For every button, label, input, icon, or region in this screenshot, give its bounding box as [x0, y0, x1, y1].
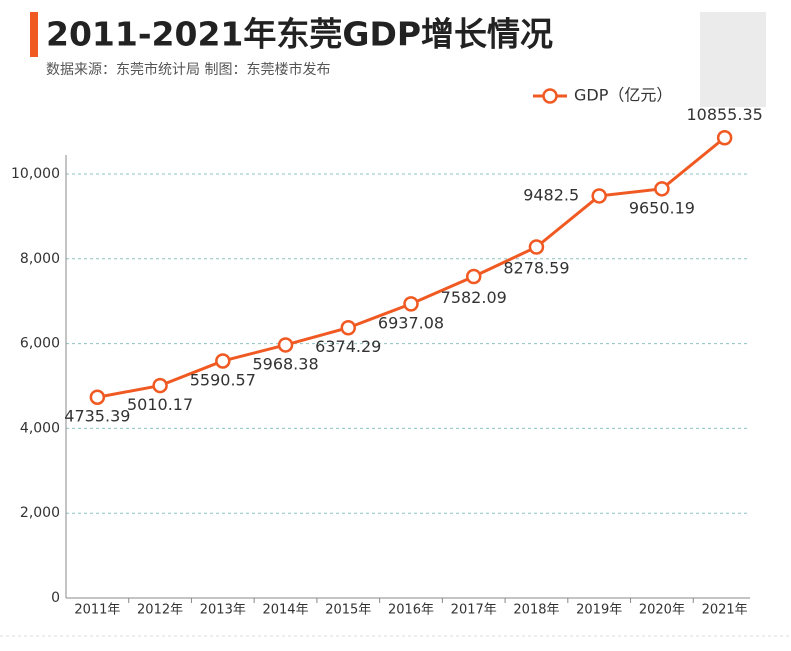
data-label: 9650.19	[629, 198, 695, 217]
data-point	[152, 377, 168, 394]
y-tick-label: 4,000	[20, 420, 60, 436]
data-label: 9482.5	[523, 185, 579, 204]
x-tick-label: 2012年	[137, 603, 183, 618]
data-point	[465, 268, 482, 285]
y-tick-label: 0	[51, 590, 60, 606]
data-point	[716, 129, 733, 146]
y-tick-label: 8,000	[20, 251, 60, 267]
data-point	[215, 353, 231, 369]
data-label: 6374.29	[315, 337, 381, 356]
legend: GDP（亿元）	[533, 86, 672, 105]
data-point	[277, 337, 294, 353]
data-label: 10855.35	[686, 105, 762, 124]
data-label: 8278.59	[503, 258, 569, 277]
x-tick-label: 2016年	[388, 603, 434, 618]
data-point	[403, 296, 419, 312]
data-point	[89, 389, 106, 405]
y-tick-label: 10,000	[11, 166, 60, 182]
chart-subtitle: 数据来源：东莞市统计局 制图：东莞楼市发布	[46, 61, 330, 78]
x-tick-label: 2021年	[702, 603, 748, 618]
data-label: 4735.39	[64, 407, 130, 426]
data-label: 5010.17	[127, 395, 193, 414]
legend-label: GDP（亿元）	[574, 86, 672, 105]
data-point	[340, 319, 357, 336]
data-label: 5590.57	[190, 370, 256, 389]
x-tick-label: 2017年	[451, 603, 497, 618]
x-tick-label: 2013年	[200, 603, 246, 618]
x-tick-label: 2020年	[639, 603, 685, 618]
blurred-logo	[700, 12, 766, 107]
chart-title: 2011-2021年东莞GDP增长情况	[46, 15, 553, 54]
x-tick-label: 2015年	[325, 603, 371, 618]
x-tick-label: 2011年	[74, 603, 120, 618]
data-point	[591, 188, 607, 204]
legend-marker	[542, 88, 558, 104]
data-label: 5968.38	[252, 354, 318, 373]
data-label: 7582.09	[441, 288, 507, 307]
title-accent	[30, 12, 38, 57]
y-tick-label: 6,000	[20, 336, 60, 352]
y-tick-label: 2,000	[20, 505, 60, 521]
x-tick-label: 2014年	[262, 603, 308, 618]
data-point	[528, 239, 545, 255]
x-tick-label: 2018年	[513, 603, 559, 618]
data-label: 6937.08	[378, 313, 444, 332]
x-tick-label: 2019年	[576, 603, 622, 618]
data-point	[654, 181, 670, 197]
